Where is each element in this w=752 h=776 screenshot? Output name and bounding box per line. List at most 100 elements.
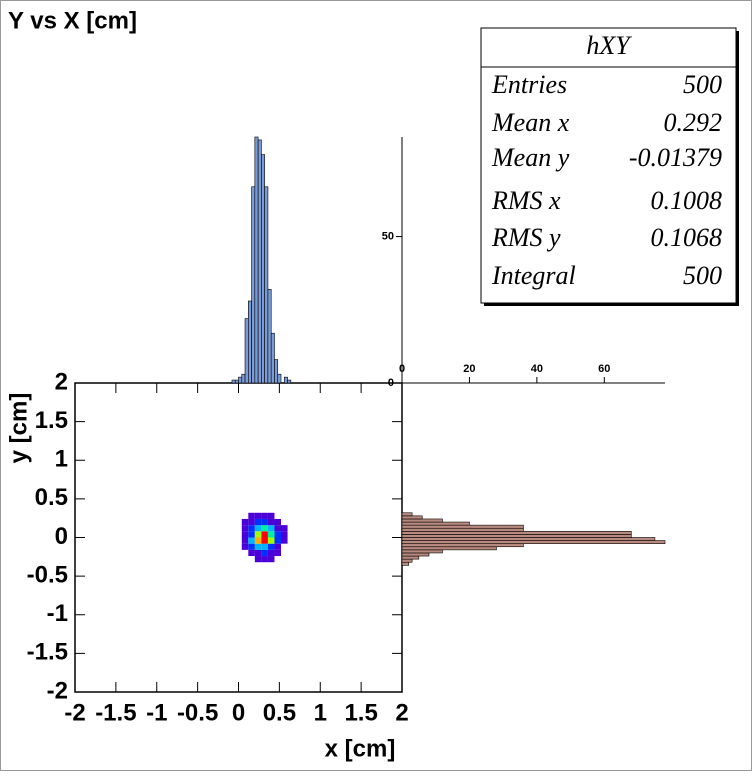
histogram-bar <box>401 534 632 538</box>
x-tick-label: 2 <box>395 699 408 726</box>
histogram-bar <box>401 558 413 563</box>
heat-cell <box>241 518 249 526</box>
heat-cell <box>254 518 262 526</box>
stat-value: 0.1068 <box>651 223 723 252</box>
heat-cell <box>248 537 255 544</box>
histogram-bar <box>401 549 443 554</box>
x-axis-label: x [cm] <box>325 735 396 762</box>
histogram-bar <box>401 531 632 535</box>
histogram-bar <box>401 555 420 560</box>
stat-value: 500 <box>683 261 722 290</box>
heat-cell <box>267 518 275 526</box>
heat-cell <box>241 543 249 550</box>
histogram-bar <box>401 512 413 517</box>
x-tick-label: 60 <box>598 363 610 375</box>
stat-value: 0.1008 <box>651 186 723 215</box>
heat-cell <box>241 525 249 532</box>
histogram-bar <box>274 359 279 384</box>
y-tick-label: 0 <box>55 523 68 550</box>
stat-value: 0.292 <box>664 108 723 137</box>
y-tick-label: -1 <box>47 600 68 627</box>
histogram-bar <box>261 154 265 384</box>
heat-cell <box>267 512 275 519</box>
y-tick-label: 1 <box>55 446 68 473</box>
heat-cell <box>248 531 255 538</box>
heat-cell <box>261 556 268 563</box>
histogram-bar <box>401 540 666 544</box>
histogram-bar <box>257 139 262 384</box>
heat-cell <box>281 531 288 538</box>
x-tick-label: 0 <box>232 699 245 726</box>
histogram-bar <box>251 186 256 384</box>
heat-cell <box>254 512 262 519</box>
heat-cell <box>254 537 262 544</box>
heat-cell <box>267 543 275 550</box>
x-tick-label: 0 <box>399 363 405 375</box>
heat-cell <box>248 543 255 550</box>
heat-cell <box>261 518 268 526</box>
stat-name: Mean y <box>491 143 570 172</box>
heat-cell <box>261 531 268 538</box>
histogram-bar <box>277 373 282 384</box>
y-tick-label: 0 <box>388 377 394 389</box>
y-tick-label: 0.5 <box>35 484 68 511</box>
histogram-bar <box>231 379 236 384</box>
stat-name: Mean x <box>491 108 570 137</box>
x-tick-label: 1.5 <box>344 699 377 726</box>
x-tick-label: 0.5 <box>263 699 296 726</box>
heat-cell <box>267 531 275 538</box>
heat-cell <box>261 549 268 557</box>
stats-frame <box>480 27 737 304</box>
histogram-bar <box>401 546 497 551</box>
heat-cell <box>274 549 282 557</box>
heat-cell <box>248 525 255 532</box>
histogram-bar <box>234 379 239 384</box>
histogram-bar <box>401 521 470 526</box>
heat-cell <box>241 537 249 544</box>
histogram-bar <box>401 552 430 557</box>
heat-cell <box>254 549 262 557</box>
x-tick-label: 1 <box>314 699 327 726</box>
plot-frame <box>74 382 403 693</box>
x-tick-label: -2 <box>64 699 85 726</box>
stat-value: -0.01379 <box>629 143 722 172</box>
histogram-bar <box>401 543 524 548</box>
x-tick-label: -0.5 <box>177 699 218 726</box>
y-tick-label: 1.5 <box>35 407 68 434</box>
x-tick-label: -1.5 <box>95 699 136 726</box>
heat-cell <box>274 531 282 538</box>
x-tick-label: -1 <box>146 699 167 726</box>
y-tick-label: -1.5 <box>27 639 68 666</box>
histogram-bar <box>401 515 423 520</box>
heat-cell <box>274 543 282 550</box>
heat-cell <box>254 531 262 538</box>
heat-cell <box>281 537 288 544</box>
heat-cell <box>261 543 268 550</box>
stat-value: 500 <box>683 70 722 99</box>
y-tick-label: 50 <box>382 230 394 242</box>
histogram-bar <box>241 373 246 384</box>
histogram-bar <box>248 300 252 384</box>
heat-cell <box>274 525 282 532</box>
heat-cell <box>261 537 268 544</box>
chart-title: Y vs X [cm] <box>8 7 137 34</box>
stat-name: Entries <box>491 70 567 99</box>
heat-cell <box>267 525 275 532</box>
x-tick-label: 20 <box>463 363 475 375</box>
heat-cell <box>248 518 255 526</box>
heat-cell <box>267 549 275 557</box>
stats-title: hXY <box>586 31 632 60</box>
heat-cell <box>261 525 268 532</box>
stats-box: hXY <box>480 27 739 306</box>
histogram-bar <box>283 376 288 384</box>
histogram-bar <box>254 136 259 384</box>
histogram-bar <box>401 518 443 523</box>
histogram-bar <box>267 288 272 384</box>
x-tick-label: 40 <box>531 363 543 375</box>
histogram-bar <box>264 186 269 384</box>
heat-cell <box>254 556 262 563</box>
heat-cell <box>254 525 262 532</box>
histogram-bar <box>401 561 410 566</box>
heat-cell <box>248 549 255 557</box>
